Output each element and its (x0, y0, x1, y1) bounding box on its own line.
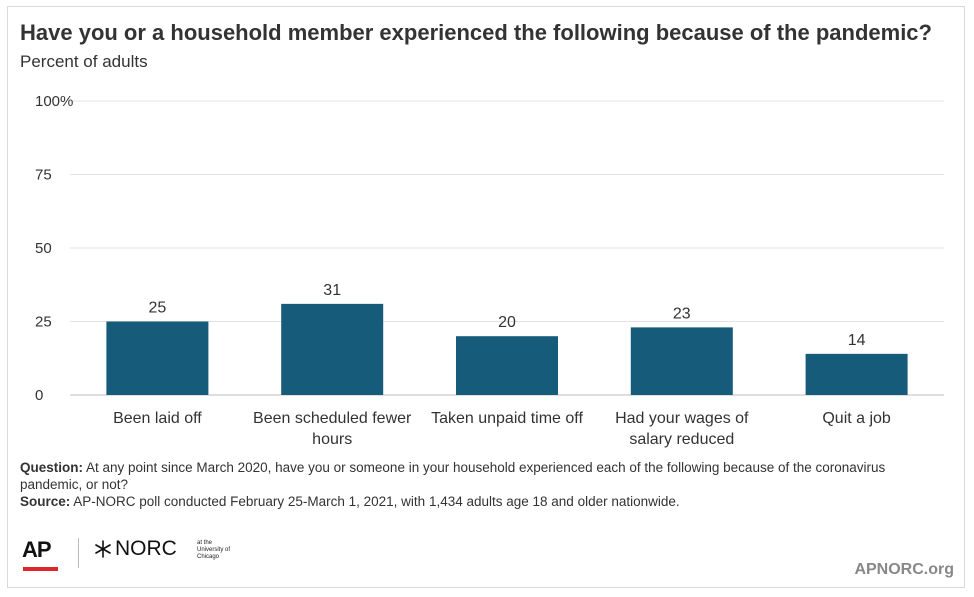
x-tick-label-line: Quit a job (822, 410, 891, 427)
x-tick-label-line: Taken unpaid time off (431, 410, 583, 427)
question-label: Question: (20, 460, 83, 475)
y-tick-label: 75 (35, 167, 52, 184)
x-tick-label-line: Been laid off (113, 410, 202, 427)
chart-title: Have you or a household member experienc… (20, 20, 932, 45)
x-tick-label-line: salary reduced (629, 431, 734, 448)
footnotes: Question: At any point since March 2020,… (20, 459, 950, 510)
bar (456, 336, 558, 395)
bar (281, 303, 384, 395)
x-tick-label: Taken unpaid time off (431, 410, 583, 427)
x-tick-label: Quit a job (822, 410, 891, 427)
question-note: Question: At any point since March 2020,… (20, 459, 950, 493)
data-label: 25 (149, 300, 167, 317)
bar (630, 327, 733, 395)
ap-logo: AP (22, 537, 52, 562)
x-tick-label-line: hours (312, 431, 352, 448)
chart-subtitle: Percent of adults (20, 52, 148, 71)
source-note: Source: AP-NORC poll conducted February … (20, 493, 950, 510)
bar (106, 321, 209, 395)
logo-divider (78, 538, 79, 568)
bar-chart: 0 25 50 75 100% 25 Been laid off 31 Been schedul… (35, 93, 944, 448)
x-tick-label-line: Had your wages of (615, 410, 749, 427)
data-label: 20 (498, 314, 516, 331)
y-tick-label: 100% (35, 93, 73, 110)
y-tick-label: 0 (35, 387, 43, 404)
x-tick-label: Had your wages of salary reduced (615, 410, 749, 448)
data-label: 31 (323, 282, 341, 299)
y-tick-label: 50 (35, 240, 52, 257)
norc-star-icon (95, 540, 111, 558)
source-label: Source: (20, 494, 71, 509)
x-tick-label-line: Been scheduled fewer (253, 410, 412, 427)
x-tick-label: Been laid off (113, 410, 202, 427)
x-tick-label: Been scheduled fewer hours (253, 410, 412, 448)
y-tick-label: 25 (35, 314, 52, 331)
data-label: 23 (673, 305, 691, 322)
ap-logo-underline (23, 567, 58, 571)
norc-logo-text: NORC (115, 537, 177, 560)
data-label: 14 (848, 332, 866, 349)
question-text: At any point since March 2020, have you … (20, 460, 886, 492)
chart-card (7, 6, 965, 588)
site-link[interactable]: APNORC.org (854, 561, 954, 578)
norc-logo-subtext: at the University of Chicago (197, 540, 231, 560)
source-text: AP-NORC poll conducted February 25-March… (73, 494, 680, 509)
norc-logo: NORC (94, 537, 177, 561)
bar (805, 353, 908, 395)
